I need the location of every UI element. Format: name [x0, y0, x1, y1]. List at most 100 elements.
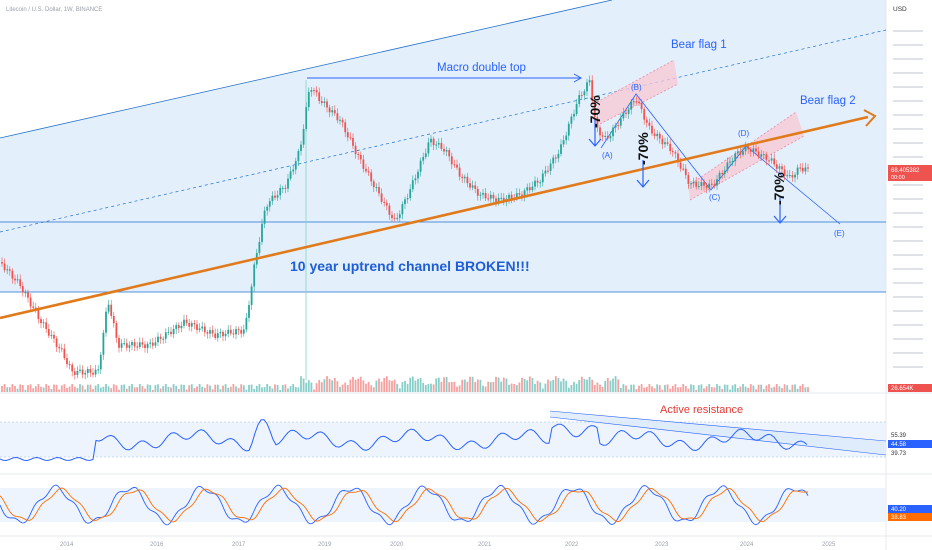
volume-bar	[47, 385, 50, 392]
volume-bar	[469, 376, 471, 392]
volume-bar	[175, 385, 178, 392]
volume-bar	[723, 384, 726, 392]
volume-bar	[674, 384, 677, 392]
last-price-badge	[888, 165, 932, 181]
volume-bar	[42, 387, 45, 392]
candle-body	[684, 168, 687, 176]
volume-bar	[326, 376, 328, 392]
volume-bar	[482, 385, 484, 392]
time-axis[interactable]: 2014 2016 2017 2019 2020 2021 2022 2023 2024 2025	[60, 542, 836, 548]
candle-body	[534, 180, 536, 187]
volume-bar	[263, 387, 266, 392]
candle-body	[588, 80, 591, 83]
price-tick	[893, 128, 923, 130]
candle-body	[172, 328, 175, 335]
time-axis-label: 2022	[565, 542, 579, 548]
candle-body	[586, 82, 588, 92]
candle-body	[645, 119, 648, 123]
bear-flag-1-channel[interactable]	[597, 60, 678, 124]
candle-body	[177, 325, 180, 329]
candle-body	[700, 182, 703, 187]
candle-body	[687, 175, 690, 184]
candle-body	[752, 148, 755, 152]
candle-body	[333, 110, 336, 114]
candle-body	[406, 198, 409, 200]
price-tick	[893, 86, 923, 88]
candle-body	[219, 331, 222, 334]
channel-upper-line[interactable]	[0, 0, 613, 139]
price-scale[interactable]	[886, 0, 932, 550]
candle-body	[552, 157, 555, 164]
volume-bar	[349, 379, 352, 392]
candle-body	[656, 133, 659, 137]
candle-body	[573, 113, 575, 117]
volume-bar	[333, 378, 336, 392]
wave-c-label: (C)	[709, 193, 720, 202]
rsi-resistance-channel[interactable]	[550, 411, 886, 455]
volume-bar	[250, 384, 253, 392]
candle-body	[658, 133, 661, 139]
volume-value: 26.654K	[891, 386, 913, 392]
volume-bar	[66, 387, 68, 392]
volume-bar	[81, 385, 84, 392]
volume-bar	[575, 383, 578, 392]
volume-bar	[671, 385, 674, 392]
volume-bar	[378, 378, 380, 392]
ten-year-trendline[interactable]	[0, 115, 869, 320]
down-arrows	[588, 118, 787, 224]
candle-body	[60, 348, 63, 350]
volume-bar	[6, 387, 9, 392]
candle-body	[339, 119, 341, 121]
volume-bar	[404, 380, 406, 392]
candle-body	[391, 214, 393, 219]
candle-body	[237, 329, 240, 331]
candle-body	[3, 263, 6, 271]
candle-body	[554, 157, 557, 159]
candle-body	[495, 198, 497, 202]
candle-body	[614, 125, 617, 128]
candle-body	[47, 329, 50, 336]
volume-bar	[336, 381, 339, 392]
candle-body	[8, 269, 11, 271]
candle-body	[149, 342, 152, 344]
candle-body	[63, 348, 66, 359]
candle-body	[575, 104, 578, 114]
candle-body	[128, 345, 131, 348]
candle-body	[638, 101, 640, 103]
time-axis-label: 2014	[60, 542, 74, 548]
volume-bar	[757, 384, 760, 392]
candle-body	[320, 101, 323, 104]
volume-bar	[294, 387, 297, 392]
candle-body	[562, 140, 565, 145]
volume-bar	[68, 386, 71, 392]
candle-body	[211, 330, 214, 334]
volume-bar	[164, 384, 167, 392]
symbol-header[interactable]: Litecoin / U.S. Dollar, 1W, BINANCE	[6, 7, 102, 13]
candle-body	[198, 328, 201, 331]
volume-bar	[401, 382, 404, 392]
candle-body	[50, 334, 53, 336]
volume-bar	[606, 378, 609, 392]
time-axis-label: 2024	[740, 542, 754, 548]
candle-body	[42, 322, 45, 324]
candle-body	[331, 110, 334, 113]
price-tick	[893, 352, 923, 354]
candle-body	[164, 332, 167, 339]
rsi-ma-badge	[888, 440, 932, 448]
candle-body	[583, 91, 586, 96]
candle-body	[29, 297, 32, 307]
macro-double-top-label: Macro double top	[437, 62, 526, 74]
candle-body	[729, 161, 731, 163]
volume-bar	[588, 376, 591, 392]
candle-body	[458, 167, 461, 177]
channel-midline[interactable]	[0, 29, 887, 233]
volume-bar	[242, 385, 245, 392]
elliott-wave-path[interactable]	[600, 93, 841, 225]
candle-body	[502, 197, 505, 202]
volume-bar	[450, 382, 453, 392]
volume-bar	[1, 385, 3, 392]
candle-body	[141, 342, 144, 345]
candle-body	[557, 153, 560, 159]
candle-body	[796, 167, 799, 175]
